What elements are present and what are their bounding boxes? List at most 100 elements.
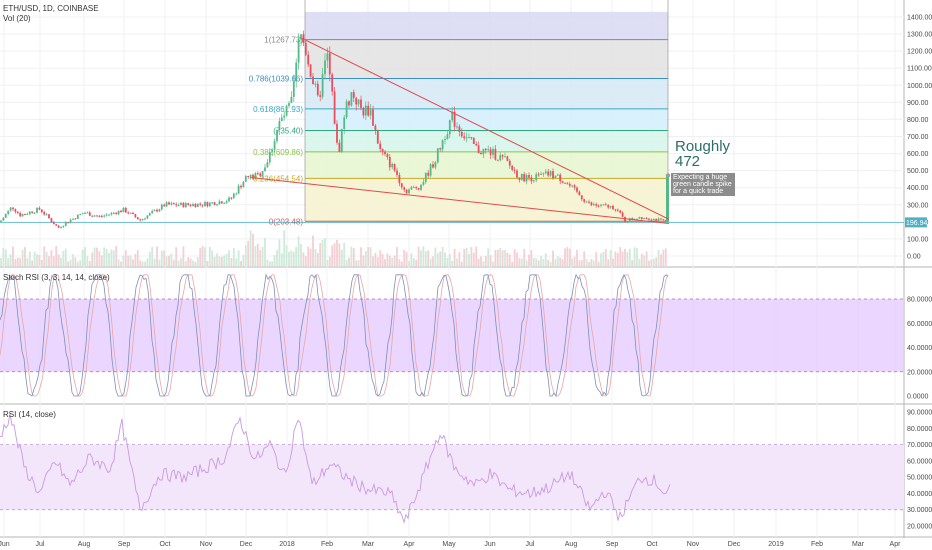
volume-bar — [415, 259, 418, 266]
candle-body — [403, 187, 406, 190]
volume-bar — [410, 253, 413, 266]
candle-body — [566, 183, 569, 185]
volume-bar — [129, 255, 132, 266]
volume-bar — [657, 250, 660, 266]
fibonacci-zones: 1(1267.73) 0.786(1039.66) 0.618(861.93) (73… — [0, 0, 904, 226]
volume-bar — [420, 250, 422, 266]
candle-body — [460, 131, 463, 137]
volume-bar — [40, 259, 43, 266]
volume-bar — [103, 247, 106, 266]
candle-body — [523, 174, 526, 182]
volume-bar — [619, 247, 622, 266]
volume-bar — [112, 250, 115, 266]
candle-body — [496, 159, 499, 161]
target-annotation: Roughly 472 — [675, 139, 730, 169]
volume-bar — [146, 258, 149, 266]
volume-bar — [523, 249, 526, 266]
trendlines — [249, 37, 670, 225]
price-tick-label: 1000.00 — [907, 83, 932, 90]
candle-body — [480, 153, 482, 155]
volume-bar — [388, 255, 391, 266]
volume-bar — [4, 249, 7, 266]
volume-bar — [451, 260, 454, 266]
volume-bar — [184, 261, 187, 266]
volume-bar — [506, 252, 509, 266]
candle-body — [398, 174, 401, 184]
fib-level-label: 1(1267.73) — [264, 36, 303, 45]
volume-bar — [148, 251, 151, 266]
volume-bar — [602, 251, 605, 266]
volume-bar — [64, 248, 67, 266]
volume-bar — [494, 249, 497, 266]
candle-body — [352, 92, 355, 98]
volume-bar — [256, 243, 259, 266]
candle-body — [26, 213, 29, 215]
volume-bar — [249, 230, 252, 266]
volume-bar — [328, 256, 331, 266]
price-tick-label: 800.00 — [907, 117, 929, 124]
candle-body — [232, 193, 235, 198]
volume-bar — [139, 260, 142, 266]
candle-body — [273, 141, 276, 150]
candle-body — [458, 126, 461, 132]
price-tick-label: 500.00 — [907, 168, 929, 175]
candle-body — [537, 174, 540, 176]
volume-bar — [429, 258, 432, 266]
volume-bar — [288, 251, 290, 266]
x-tick-label: Oct — [647, 541, 658, 548]
candle-body — [72, 218, 74, 220]
volume-bar — [631, 259, 634, 266]
fib-level-label: 0.236(454.54) — [253, 174, 303, 183]
candle-body — [624, 216, 626, 222]
candle-body — [122, 207, 125, 213]
candle-body — [652, 218, 655, 221]
candle-body — [117, 210, 120, 215]
volume-bar — [624, 248, 626, 266]
candle-body — [45, 214, 48, 216]
x-tick-label: May — [442, 541, 456, 548]
trade-note: Expecting a huge green candle spike for … — [671, 173, 735, 196]
volume-bar — [280, 253, 283, 266]
candle-body — [348, 101, 350, 106]
volume-bar — [592, 260, 595, 266]
volume-bar — [9, 254, 12, 266]
x-tick-label: Sep — [606, 541, 619, 548]
volume-bar — [86, 256, 89, 266]
rsi-tick-label: 60.0000 — [907, 458, 932, 465]
candle-body — [422, 181, 425, 185]
candle-body — [187, 203, 190, 205]
x-tick-label: Dec — [728, 541, 741, 548]
volume-bar — [660, 254, 662, 266]
volume-bar — [57, 254, 60, 266]
candle-body — [261, 170, 264, 176]
volume-bar — [216, 253, 218, 266]
candle-body — [549, 171, 552, 176]
fib-zone — [305, 108, 668, 131]
candle-body — [441, 140, 444, 150]
candle-body — [98, 215, 101, 217]
volume-bar — [530, 249, 533, 266]
candle-body — [552, 171, 554, 179]
candle-body — [103, 215, 106, 217]
x-tick-label: 2019 — [768, 541, 784, 548]
candle-body — [288, 103, 290, 106]
candle-body — [81, 213, 84, 215]
volume-bar — [600, 253, 602, 266]
candle-body — [614, 209, 617, 211]
candle-body — [556, 174, 559, 176]
volume-bar — [36, 254, 38, 266]
volume-bar — [69, 259, 72, 266]
volume-bar — [492, 261, 494, 266]
candle-body — [156, 209, 158, 212]
volume-bar — [542, 258, 545, 266]
candle-body — [180, 202, 182, 206]
candle-body — [446, 134, 449, 140]
stoch-rsi-panel — [0, 273, 904, 398]
volume-bar — [571, 258, 574, 266]
candle-body — [24, 214, 26, 216]
candle-body — [640, 217, 643, 219]
volume-bar — [163, 250, 166, 266]
volume-bar — [134, 253, 137, 266]
volume-bar — [336, 239, 338, 266]
candle-body — [561, 181, 564, 183]
